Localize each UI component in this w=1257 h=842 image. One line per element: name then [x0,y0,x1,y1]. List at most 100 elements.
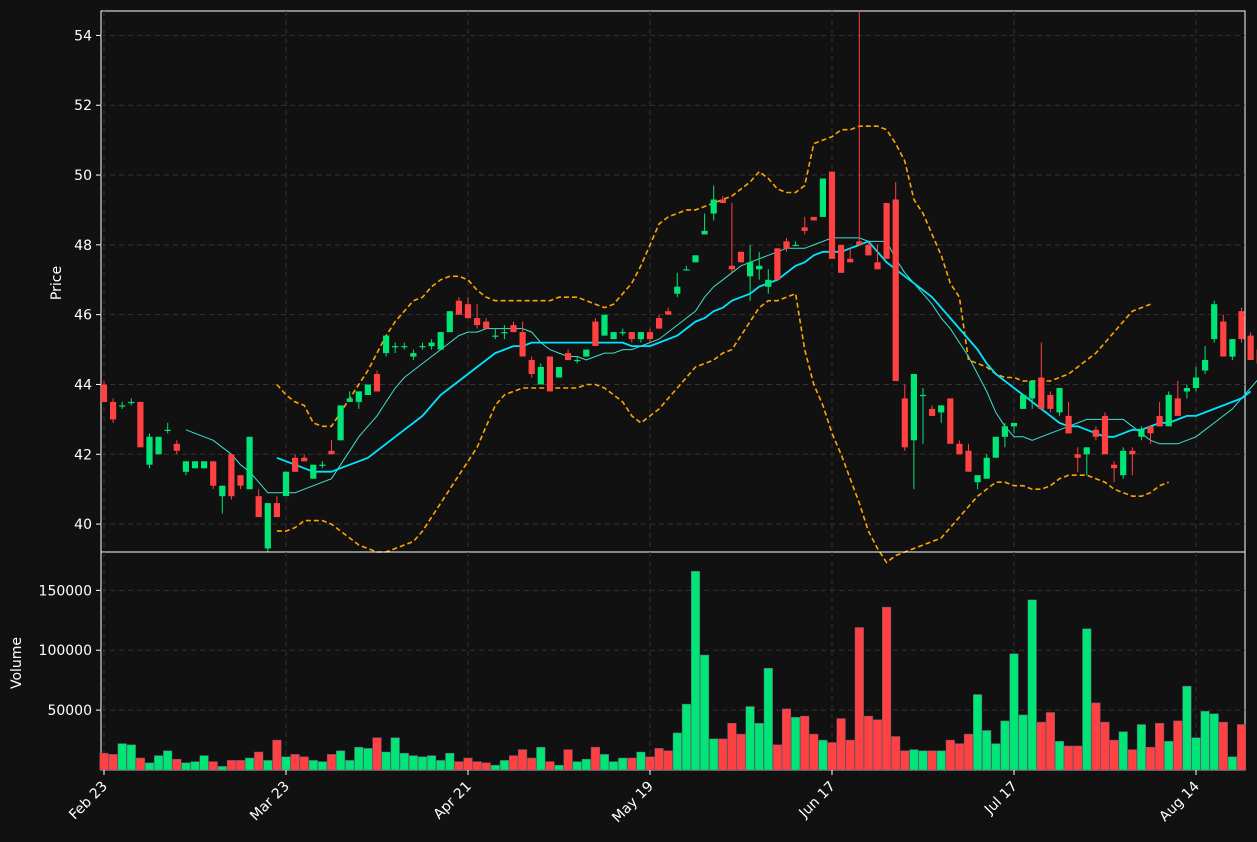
candle [146,433,153,469]
price-grid [101,11,1245,552]
candle-body [155,436,162,455]
candle [310,464,317,479]
candle [1083,447,1090,476]
volume-bar [499,760,509,771]
volume-bar [891,736,901,771]
candle-body [555,367,563,378]
candle-body [474,318,481,326]
volume-tick-label: 100000 [39,643,92,659]
candle-body [546,356,553,392]
candle-body [747,262,754,277]
candle [601,314,608,336]
volume-bar [1191,737,1201,771]
price-tick-label: 46 [74,308,92,324]
candle-body [1092,429,1099,437]
volume-bar [954,743,964,771]
volume-bar [1054,741,1065,771]
candle [483,318,490,329]
volume-bar [763,667,773,771]
candle-body [1020,394,1027,409]
volume-bar [326,754,337,771]
candle [155,436,162,455]
volume-bar [1027,599,1037,771]
candle [883,202,890,259]
candle-body [182,461,189,472]
volume-bar [1127,749,1137,771]
volume-bar [99,752,109,771]
volume-bar [1118,731,1128,771]
price-y-ticks: 40 42 44 46 48 50 52 54 [74,28,101,533]
candle [137,401,144,448]
candle-body [956,443,963,455]
candle-body [319,464,326,466]
candle [237,475,244,490]
volume-bar [1100,721,1110,771]
volume-bar [745,706,755,771]
candle-body [910,374,917,441]
candle-body [164,429,171,431]
candle-body [565,353,572,361]
candle-body [1038,377,1045,409]
volume-bar [508,755,519,771]
volume-bar [563,749,573,771]
fast-moving-average-line [185,237,1257,494]
candle-body [1074,454,1081,458]
candle [492,328,499,340]
candle-body [228,454,235,497]
candle [401,342,408,350]
candle [1165,391,1172,427]
candle [474,304,481,329]
volume-bar [445,752,455,771]
candle [910,374,917,490]
candle-body [1111,464,1118,469]
candle [947,398,954,444]
candle [1211,300,1218,343]
candle-body [455,300,462,315]
candle-body [273,503,280,518]
volume-bar [599,754,610,771]
candle-body [1047,394,1054,409]
candle-body [965,450,972,472]
slow-moving-average-line [276,240,1252,473]
candle-body [219,485,226,497]
candle-body [1001,426,1008,437]
volume-bar [126,744,136,771]
candle [856,11,863,245]
volume-bar [736,733,746,771]
candle-body [401,346,408,348]
candle [665,307,672,315]
volume-bar [1000,720,1010,771]
candle [765,269,772,294]
candle [583,349,590,357]
candle-body [246,436,253,490]
volume-axis-title: Volume [9,637,25,689]
volume-bar [1082,628,1092,771]
candle [656,314,663,329]
candle [710,185,717,221]
candle [164,422,171,434]
candle-body [828,171,836,259]
candle-body [1129,450,1136,455]
candle [510,321,517,333]
candle-body [674,286,681,294]
volume-bar [217,766,227,771]
price-tick-label: 48 [74,238,92,254]
candle-body [1101,415,1109,455]
candle-body [628,332,635,340]
volume-bar [245,757,255,771]
candle-body [947,398,954,444]
candle-body [464,304,472,319]
candle-body [501,332,508,334]
volume-bar [572,761,582,771]
candle [255,489,262,518]
volume-bar [772,744,782,771]
volume-bar [190,761,200,771]
candles [100,11,1257,552]
volume-bar [199,755,209,771]
candle-body [1120,450,1127,476]
candle [737,251,745,263]
volume-bar [663,750,673,771]
candle [865,241,872,256]
candle [282,471,290,497]
candle [100,380,108,402]
